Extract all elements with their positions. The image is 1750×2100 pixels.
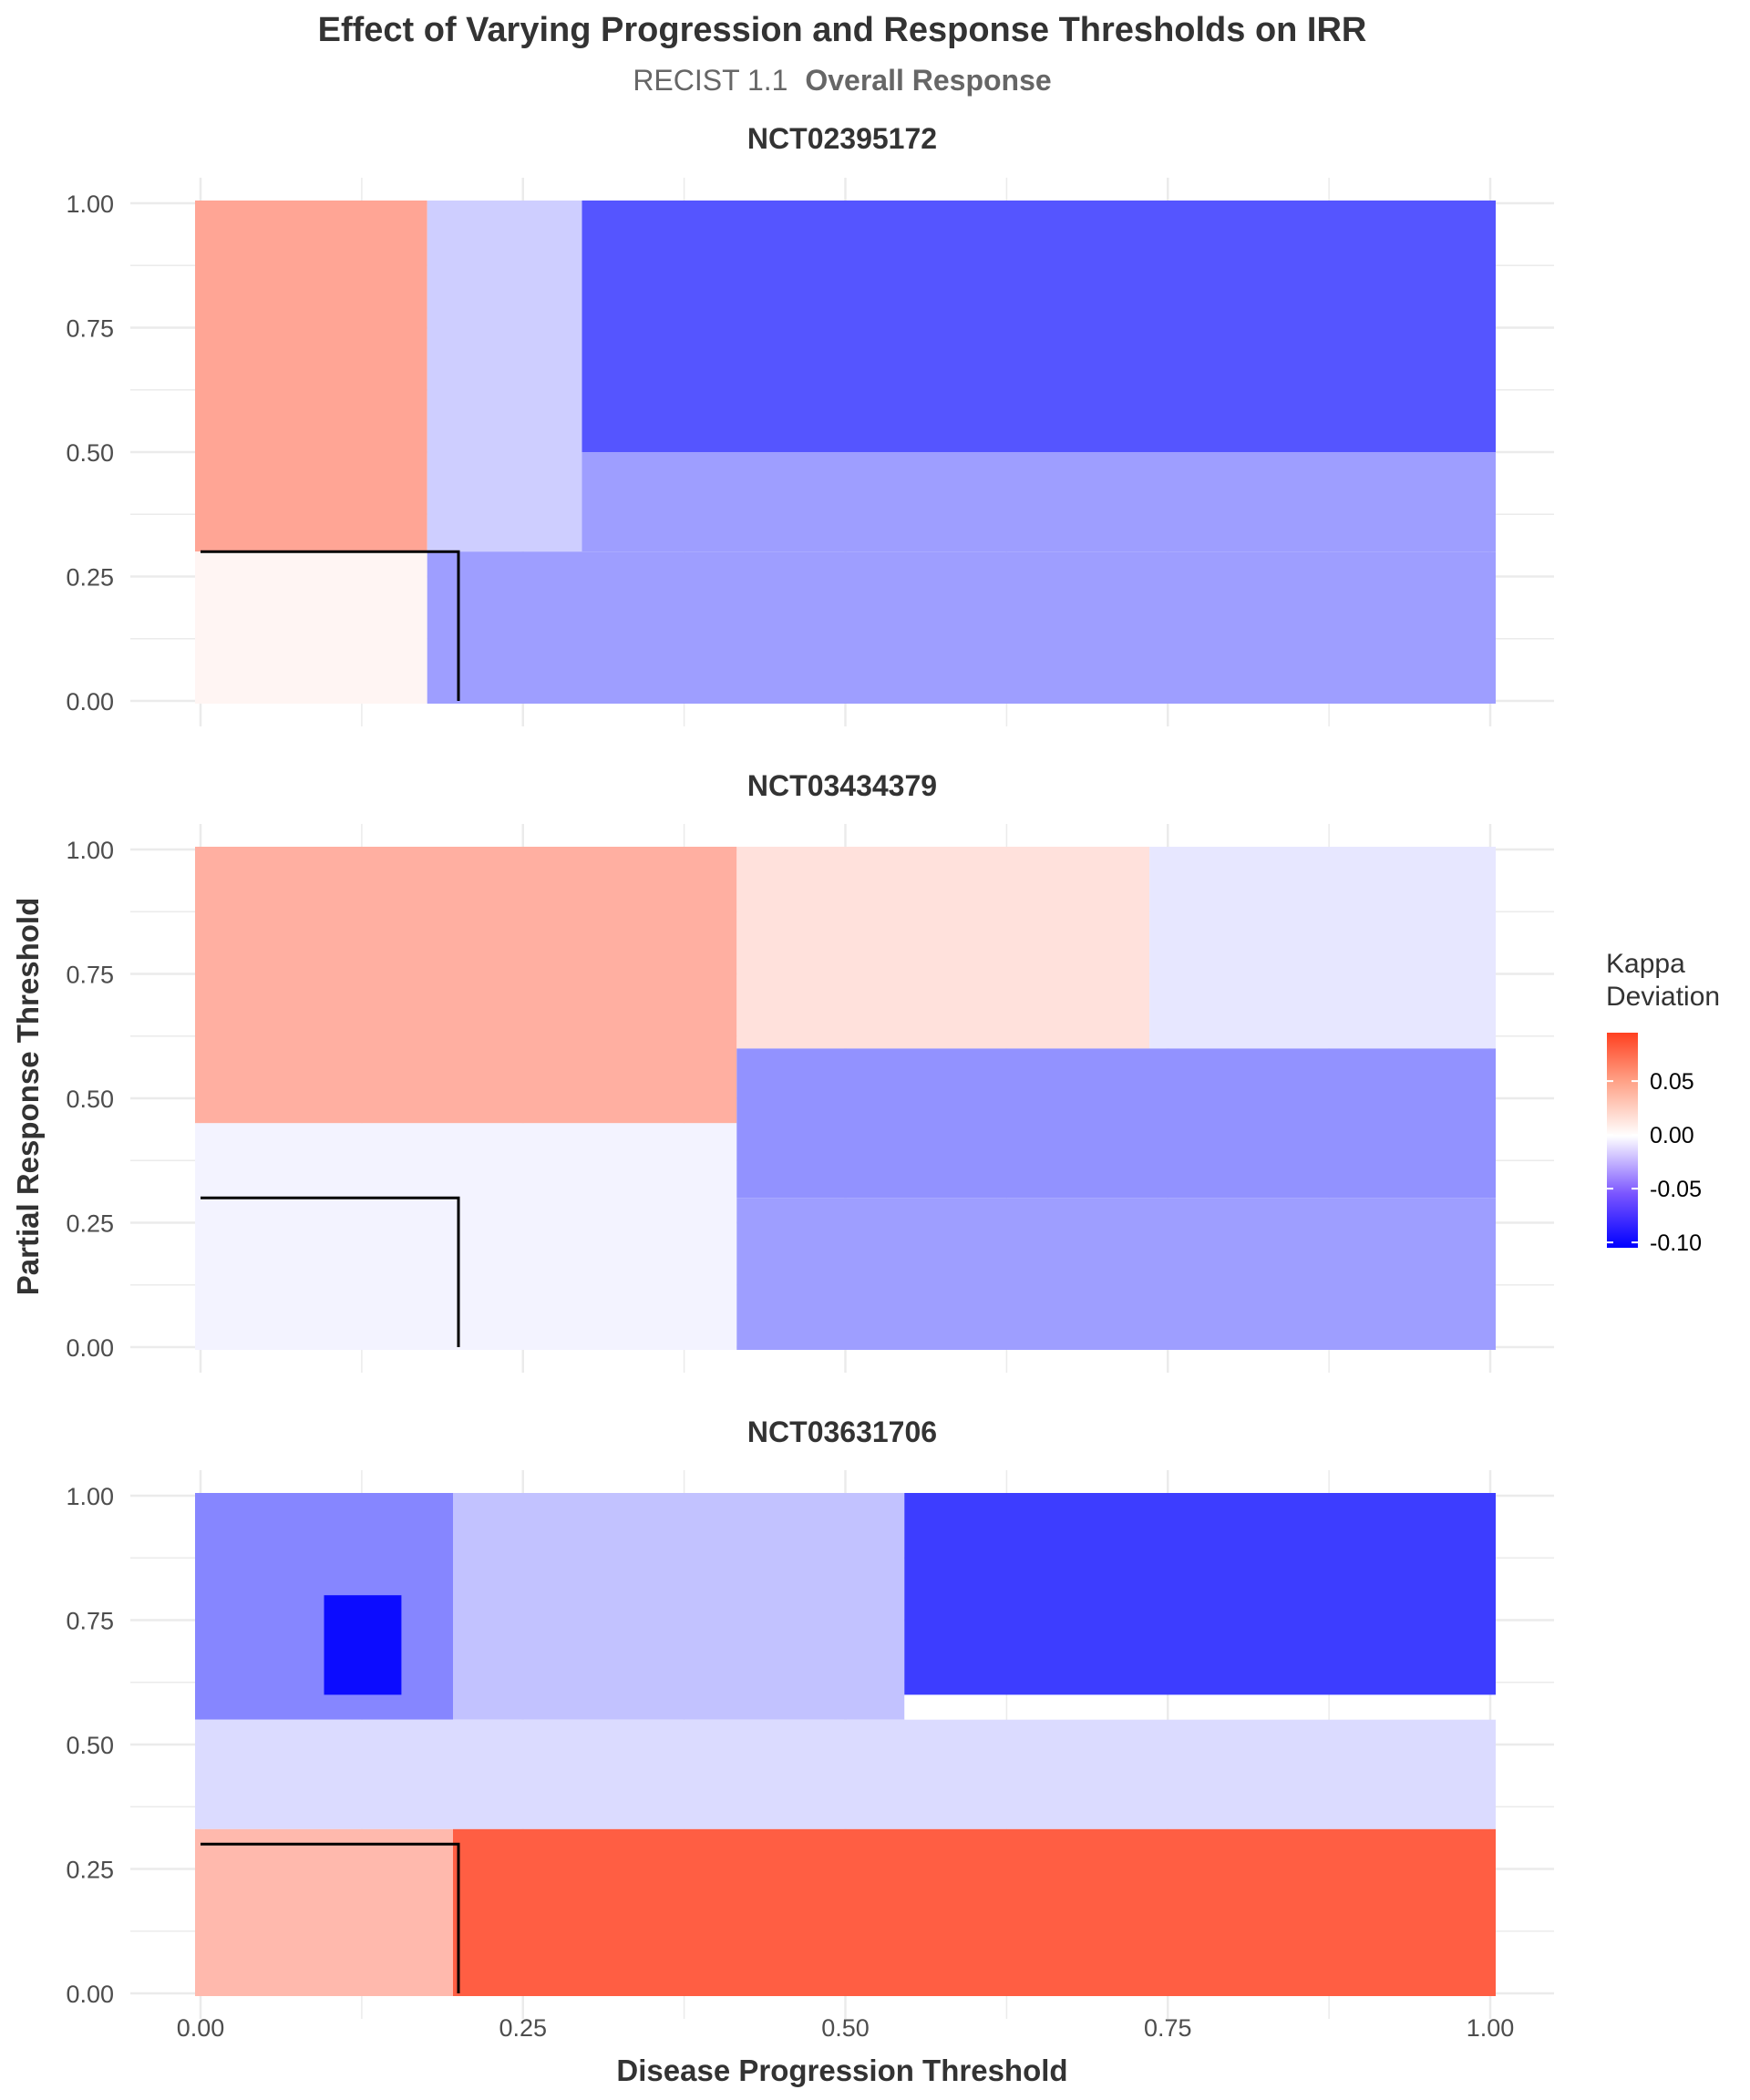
legend-title-line2: Deviation <box>1606 982 1720 1012</box>
legend-tick-label: -0.05 <box>1650 1177 1702 1202</box>
heatmap-cell <box>904 1493 1496 1695</box>
legend-ticks: 0.05 0.00 -0.05 -0.10 <box>1607 1069 1702 1256</box>
heatmap-cell <box>195 1828 453 1996</box>
heatmap-cell <box>453 1828 1496 1996</box>
heatmap-cell <box>324 1595 402 1695</box>
reference-threshold-line <box>201 1196 460 1347</box>
y-tick-label: 1.00 <box>66 1483 114 1510</box>
y-tick-label: 0.25 <box>66 564 114 592</box>
heatmap-cell <box>195 201 427 552</box>
y-tick-label: 0.75 <box>66 315 114 343</box>
heatmap-cell <box>582 452 1496 552</box>
heatmap-cell <box>195 551 427 704</box>
y-axis-label: Partial Response Threshold <box>11 898 45 1295</box>
y-tick-label: 0.50 <box>66 1086 114 1113</box>
x-tick-label: 0.25 <box>499 2014 547 2042</box>
panel-title: NCT03631706 <box>747 1415 937 1448</box>
y-tick-label: 0.50 <box>66 439 114 467</box>
subtitle-bold: Overall Response <box>805 64 1051 97</box>
heatmap-cell <box>736 1048 1496 1199</box>
heatmap-cell <box>427 551 1497 704</box>
y-tick-label: 0.00 <box>66 1981 114 2008</box>
x-axis-label: Disease Progression Threshold <box>616 2054 1067 2087</box>
heatmap-cell <box>195 1719 1496 1829</box>
heatmap-cell <box>736 847 1150 1049</box>
panel-title: NCT02395172 <box>747 122 937 155</box>
x-tick-label: 1.00 <box>1467 2014 1515 2042</box>
x-tick-label: 0.50 <box>821 2014 870 2042</box>
y-tick-label: 0.75 <box>66 1608 114 1635</box>
facet-panels: NCT023951720.000.250.500.751.00NCT034343… <box>66 122 1554 2019</box>
reference-threshold-line <box>201 1842 460 1993</box>
panel-title: NCT03434379 <box>747 769 937 802</box>
legend-tick-label: 0.00 <box>1650 1123 1694 1148</box>
y-tick-label: 0.00 <box>66 688 114 715</box>
panel-NCT03631706: NCT03631706 0.00 0.25 0.50 0.75 1.00 <box>66 1415 1554 2019</box>
heatmap-cell <box>736 1198 1496 1350</box>
heatmap-cell <box>195 1123 737 1350</box>
y-tick-label: 0.25 <box>66 1857 114 1884</box>
y-tick-label: 0.75 <box>66 962 114 989</box>
heatmap-cell <box>427 201 582 552</box>
y-tick-label: 1.00 <box>66 837 114 864</box>
subtitle-plain: RECIST 1.1 <box>633 64 788 97</box>
heatmap-cell <box>195 847 737 1124</box>
heatmap-cell <box>582 201 1496 452</box>
legend-colorbar <box>1607 1033 1638 1248</box>
legend-tick-label: 0.05 <box>1650 1069 1694 1095</box>
panel-NCT03434379: NCT03434379 0.00 0.25 0.50 0.75 1.00 <box>66 769 1554 1373</box>
chart-subtitle: RECIST 1.1 Overall Response <box>633 64 1051 97</box>
heatmap-cell <box>1149 847 1496 1049</box>
legend: Kappa Deviation 0.05 0.00 -0.05 -0.10 <box>1606 949 1720 1256</box>
x-tick-label: 0.75 <box>1144 2014 1192 2042</box>
x-tick-label: 0.00 <box>177 2014 225 2042</box>
x-axis: 0.00 0.25 0.50 0.75 1.00 <box>177 2014 1515 2042</box>
y-tick-label: 0.00 <box>66 1334 114 1362</box>
heatmap-cell <box>453 1493 905 1720</box>
y-tick-label: 0.50 <box>66 1732 114 1759</box>
y-tick-label: 1.00 <box>66 190 114 218</box>
chart-title: Effect of Varying Progression and Respon… <box>318 11 1367 49</box>
reference-threshold-line <box>201 550 460 701</box>
y-tick-label: 0.25 <box>66 1210 114 1238</box>
legend-title-line1: Kappa <box>1606 949 1685 979</box>
legend-tick-label: -0.10 <box>1650 1230 1702 1256</box>
panel-NCT02395172: NCT02395172 0.00 0.25 0.50 0.75 1.00 <box>66 122 1554 726</box>
